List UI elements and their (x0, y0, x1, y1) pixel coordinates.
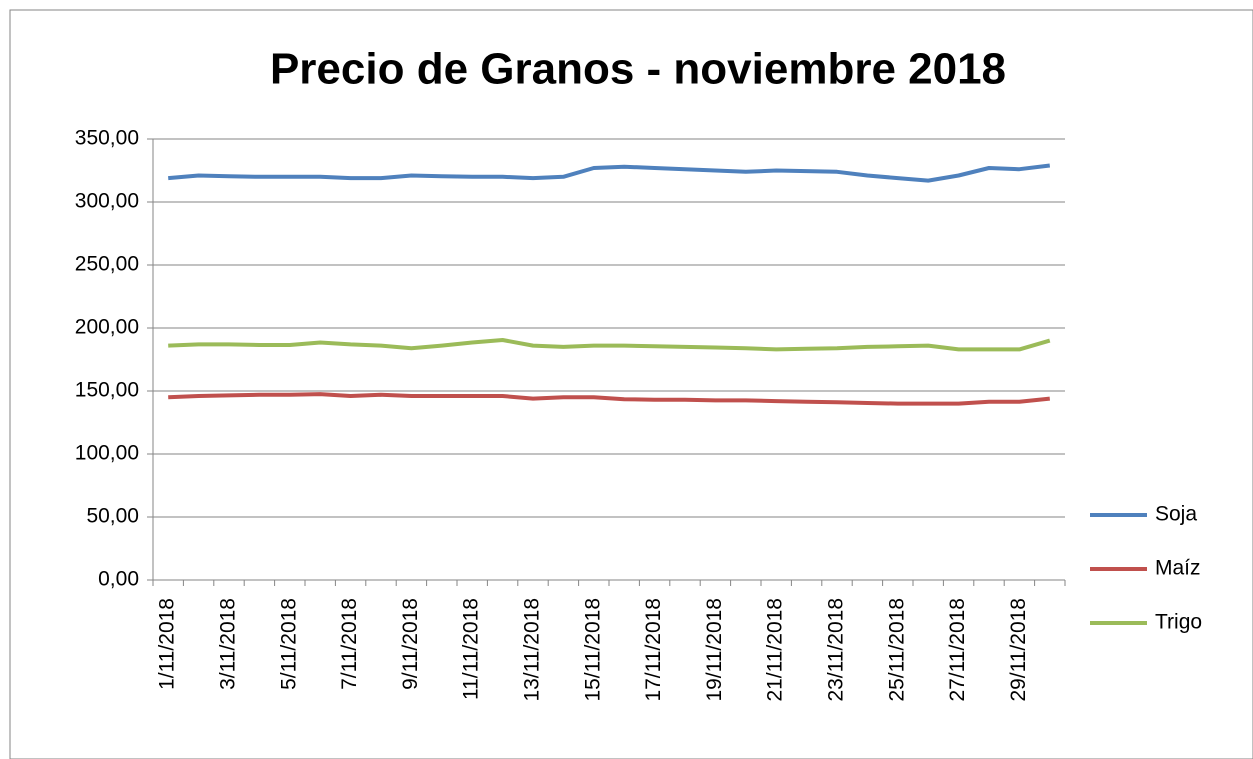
series-line (168, 392, 1051, 406)
y-tick-label: 350,00 (75, 127, 139, 150)
y-tick-label: 100,00 (75, 442, 139, 465)
chart-title: Precio de Granos - noviembre 2018 (270, 45, 1006, 94)
legend-label: Trigo (1155, 611, 1202, 634)
chart-border (9, 9, 1253, 759)
legend-label: Soja (1155, 503, 1197, 526)
x-tick-label: 5/11/2018 (277, 598, 300, 690)
x-tick-label: 21/11/2018 (764, 598, 787, 702)
x-tick-label: 11/11/2018 (460, 598, 483, 700)
x-tick-label: 13/11/2018 (521, 598, 544, 702)
x-tick-label: 27/11/2018 (946, 598, 969, 702)
x-tick-label: 9/11/2018 (399, 598, 422, 690)
x-tick-label: 17/11/2018 (642, 598, 665, 702)
y-tick-label: 200,00 (75, 316, 139, 339)
x-tick-label: 19/11/2018 (703, 598, 726, 702)
x-tick-label: 1/11/2018 (156, 598, 179, 690)
y-tick-label: 300,00 (75, 190, 139, 213)
x-tick-label: 23/11/2018 (825, 598, 848, 702)
x-tick-label: 7/11/2018 (338, 598, 361, 690)
y-tick-label: 0,00 (98, 568, 139, 591)
x-tick-label: 29/11/2018 (1007, 598, 1030, 702)
x-tick-label: 3/11/2018 (217, 598, 240, 690)
x-tick-label: 15/11/2018 (581, 598, 604, 702)
y-tick-label: 150,00 (75, 379, 139, 402)
series-line (168, 338, 1051, 352)
y-tick-label: 250,00 (75, 253, 139, 276)
legend-label: Maíz (1155, 557, 1201, 580)
series-line (168, 163, 1051, 183)
x-tick-label: 25/11/2018 (885, 598, 908, 702)
y-tick-label: 50,00 (86, 505, 139, 528)
